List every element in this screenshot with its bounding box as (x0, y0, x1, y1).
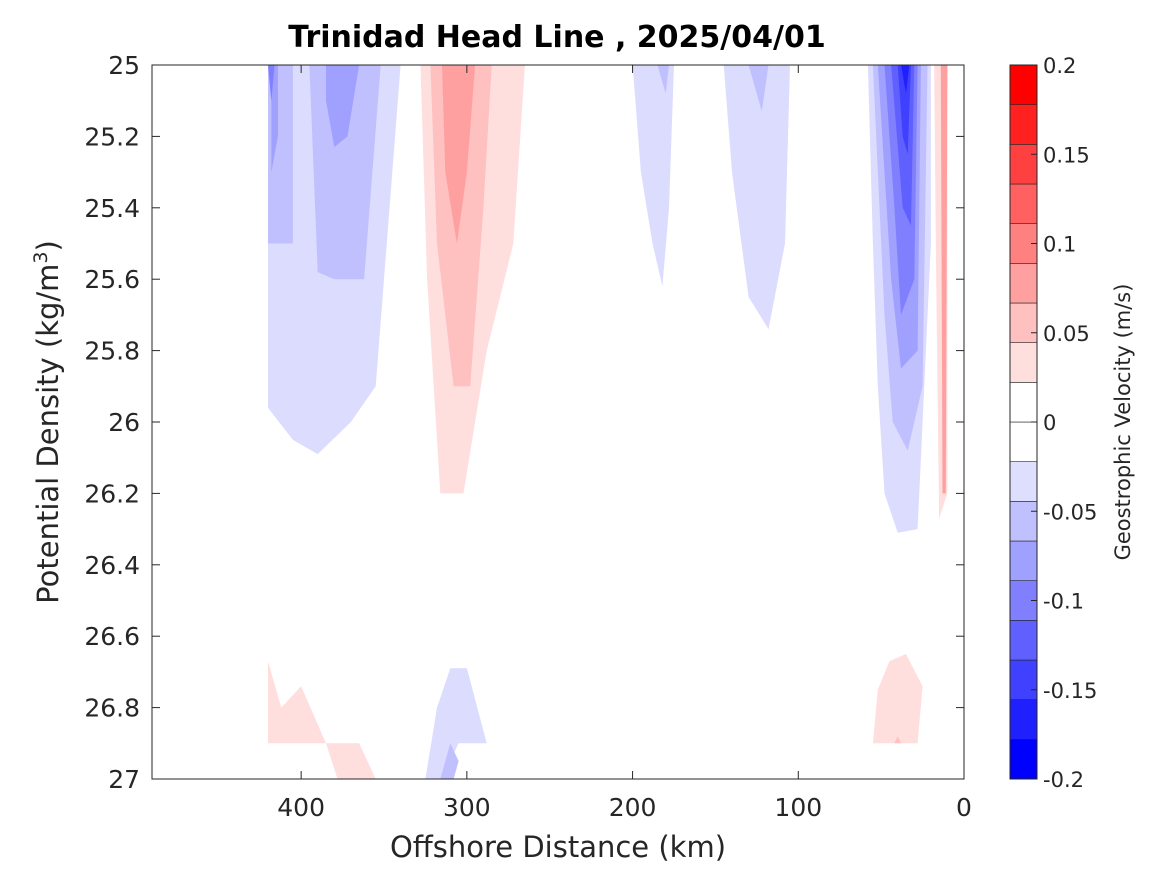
contour-region-2 (309, 65, 381, 280)
y-axis-label: Potential Density (kg/m3) (30, 240, 65, 604)
contour-region-4 (326, 65, 360, 148)
y-tick-label: 25.4 (84, 194, 140, 223)
colorbar-swatch (1009, 739, 1038, 780)
y-tick-label: 25.2 (84, 122, 140, 151)
colorbar-swatch (1009, 699, 1038, 740)
colorbar-tick-label: 0 (1043, 411, 1056, 435)
contour-region-18 (897, 65, 911, 155)
colorbar-tick-label: -0.2 (1043, 768, 1084, 792)
y-axis-label-superscript: 3 (30, 251, 52, 263)
colorbar-tick-label: 0.15 (1043, 143, 1090, 167)
y-axis-label-main: Potential Density (kg/m (31, 264, 65, 604)
colorbar-tick-label: -0.05 (1043, 500, 1097, 524)
colorbar-swatch (1009, 342, 1038, 383)
colorbar-swatch (1009, 501, 1038, 542)
y-tick-label: 26.4 (84, 551, 140, 580)
contour-region-9 (632, 65, 674, 287)
colorbar-tick-label: -0.15 (1043, 679, 1097, 703)
contour-region-26 (894, 736, 901, 744)
contour-region-19 (901, 65, 910, 94)
x-tick-label: 100 (774, 793, 822, 822)
colorbar-swatch (1009, 620, 1038, 661)
y-tick-label: 25.8 (84, 337, 140, 366)
colorbar-swatch (1009, 421, 1038, 462)
colorbar-swatch (1009, 659, 1038, 700)
colorbar-swatch (1009, 263, 1038, 304)
colorbar-tick-label: 0.05 (1043, 322, 1090, 346)
contour-region-21 (940, 65, 948, 494)
x-tick-label: 300 (443, 793, 491, 822)
contour-region-8 (442, 65, 476, 244)
colorbar-swatch (1009, 302, 1038, 343)
contour-region-23 (425, 668, 487, 779)
y-tick-label: 26.6 (84, 622, 140, 651)
contour-region-3 (271, 65, 278, 173)
colorbar-swatch (1009, 64, 1038, 105)
x-axis-ticks: 400 300 200 100 0 (277, 65, 972, 822)
contour-region-5 (268, 65, 275, 101)
x-tick-label: 400 (277, 793, 325, 822)
y-axis-label-end: ) (31, 240, 65, 251)
colorbar-swatch (1009, 540, 1038, 581)
y-axis-ticks: 25 25.2 25.4 25.6 25.8 26 26.2 26.4 26.6 26.8 27 (84, 51, 964, 794)
y-tick-label: 25 (108, 51, 140, 80)
x-axis-label: Offshore Distance (km) (390, 830, 726, 864)
y-tick-label: 25.6 (84, 265, 140, 294)
contour-region-10 (657, 65, 669, 94)
contour-region-25 (872, 654, 923, 744)
y-tick-label: 26 (108, 408, 140, 437)
plot-area: 400 300 200 100 0 25 25.2 25.4 25.6 25.8 26 26.2 26… (84, 51, 972, 822)
colorbar-tick-label: 0.1 (1043, 233, 1076, 257)
contour-region-12 (748, 65, 769, 112)
contour-region-24 (440, 743, 459, 779)
colorbar-swatch (1009, 461, 1038, 502)
colorbar-tick-label: 0.2 (1043, 54, 1076, 78)
contour-regions (268, 65, 948, 779)
x-tick-label: 0 (956, 793, 972, 822)
colorbar-swatch (1009, 382, 1038, 423)
chart-title: Trinidad Head Line , 2025/04/01 (288, 20, 825, 55)
contour-region-22 (268, 661, 376, 779)
colorbar-ticks: -0.2 -0.15 -0.1 -0.05 0 0.05 0.1 0.15 0.2 (1031, 54, 1097, 792)
y-tick-label: 27 (108, 765, 140, 794)
y-tick-label: 26.2 (84, 479, 140, 508)
y-tick-label: 26.8 (84, 694, 140, 723)
colorbar: -0.2 -0.15 -0.1 -0.05 0 0.05 0.1 0.15 0.2 Geostr… (1009, 54, 1135, 792)
colorbar-swatch (1009, 104, 1038, 145)
colorbar-swatch (1009, 183, 1038, 224)
colorbar-tick-label: -0.1 (1043, 590, 1084, 614)
colorbar-swatch (1009, 144, 1038, 185)
colorbar-label: Geostrophic Velocity (m/s) (1111, 284, 1135, 561)
contour-region-11 (723, 65, 790, 330)
x-tick-label: 200 (609, 793, 657, 822)
